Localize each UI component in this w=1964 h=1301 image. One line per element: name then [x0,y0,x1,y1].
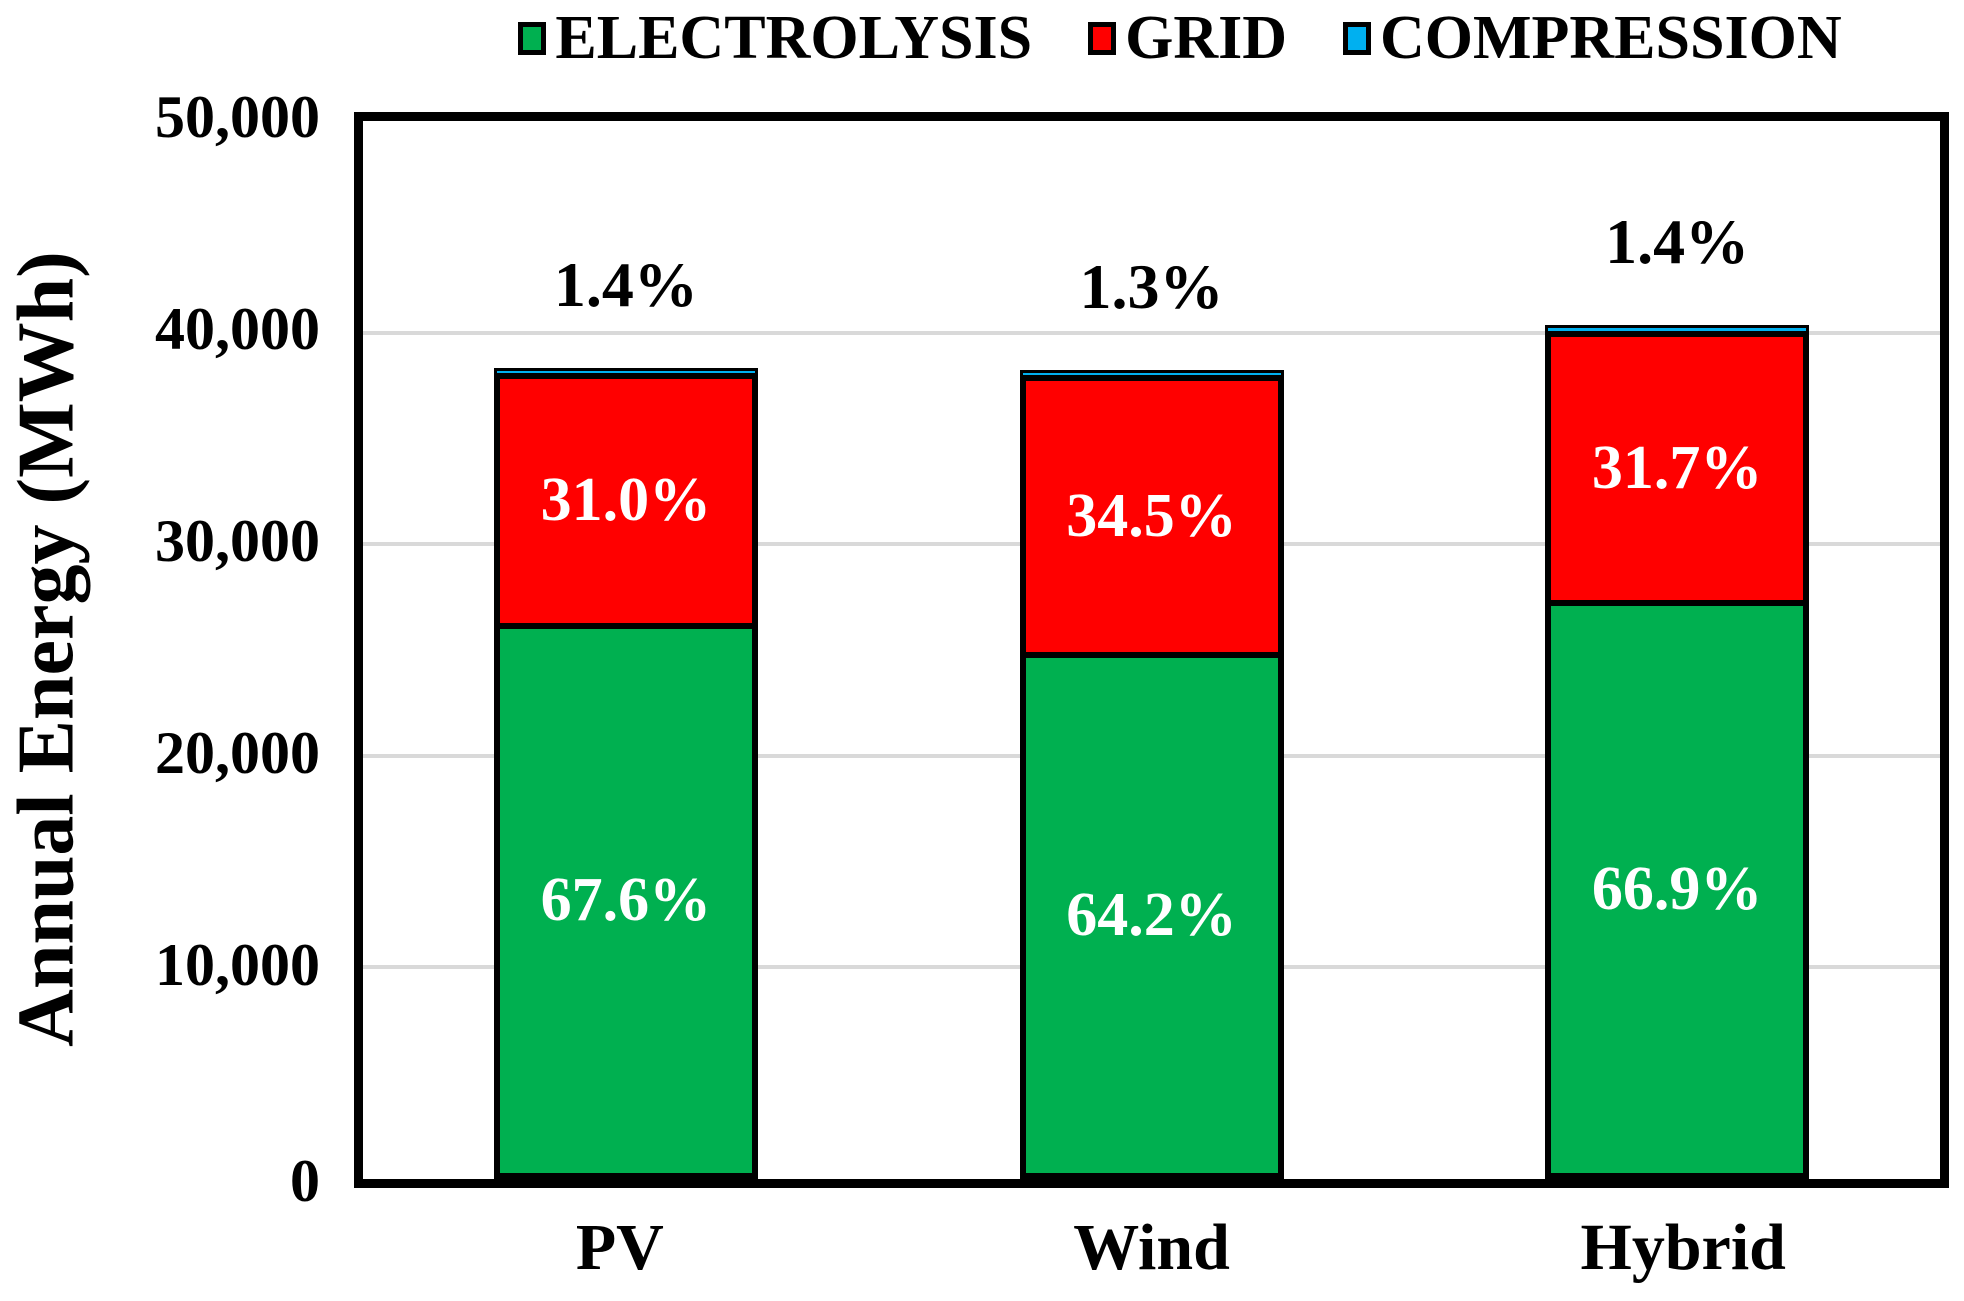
legend-item-grid: GRID [1088,2,1287,74]
bar-hybrid-electrolysis-segment: 66.9% [1545,599,1810,1179]
y-tick-0: 0 [290,1148,320,1214]
grid-swatch-icon [1088,21,1117,55]
gridline-40000 [363,330,1940,335]
bar-wind-electrolysis-label: 64.2% [1066,880,1237,949]
y-tick-50000: 50,000 [155,84,320,150]
bars-row: 1.4% 31.0% 67.6% 1.3% 34.5% [363,121,1940,1179]
bar-wind-electrolysis-segment: 64.2% [1019,651,1284,1179]
bar-wind: 1.3% 34.5% 64.2% [1019,121,1284,1179]
bar-pv-grid-label: 31.0% [540,466,712,535]
legend: ELECTROLYSIS GRID COMPRESSION [382,2,1964,74]
y-tick-30000: 30,000 [155,508,320,574]
x-label-hybrid: Hybrid [1580,1211,1786,1284]
legend-label-grid: GRID [1125,4,1287,72]
bar-hybrid-grid-label: 31.7% [1591,433,1763,502]
y-tick-20000: 20,000 [155,720,320,786]
bar-wind-grid-label: 34.5% [1066,481,1237,550]
x-label-wind: Wind [1073,1211,1230,1284]
y-tick-40000: 40,000 [155,296,320,362]
bar-hybrid-compression-label: 1.4% [1605,205,1750,277]
bar-wind-compression-label: 1.3% [1079,250,1224,322]
bar-hybrid: 1.4% 31.7% 66.9% [1545,121,1810,1179]
y-tick-10000: 10,000 [155,932,320,998]
bar-wind-grid-segment: 34.5% [1019,374,1284,658]
legend-item-compression: COMPRESSION [1343,2,1842,74]
electrolysis-swatch-icon [518,21,547,55]
bar-hybrid-electrolysis-label: 66.9% [1591,854,1763,923]
legend-label-compression: COMPRESSION [1380,4,1842,72]
legend-label-electrolysis: ELECTROLYSIS [555,4,1033,72]
category-column-wind: 1.3% 34.5% 64.2% [889,121,1415,1179]
category-column-pv: 1.4% 31.0% 67.6% [363,121,889,1179]
compression-swatch-icon [1343,21,1371,55]
x-axis-labels: PV Wind Hybrid [354,1208,1949,1288]
bar-pv-electrolysis-label: 67.6% [540,866,712,935]
bar-pv-compression-label: 1.4% [553,248,698,320]
bar-pv: 1.4% 31.0% 67.6% [493,121,758,1179]
bar-pv-electrolysis-segment: 67.6% [493,622,758,1179]
plot-area: 1.4% 31.0% 67.6% 1.3% 34.5% [354,112,1949,1188]
legend-item-electrolysis: ELECTROLYSIS [518,2,1032,74]
bar-pv-grid-segment: 31.0% [493,373,758,629]
bar-hybrid-grid-segment: 31.7% [1545,330,1810,606]
category-column-hybrid: 1.4% 31.7% 66.9% [1414,121,1940,1179]
x-label-pv: PV [575,1211,664,1284]
